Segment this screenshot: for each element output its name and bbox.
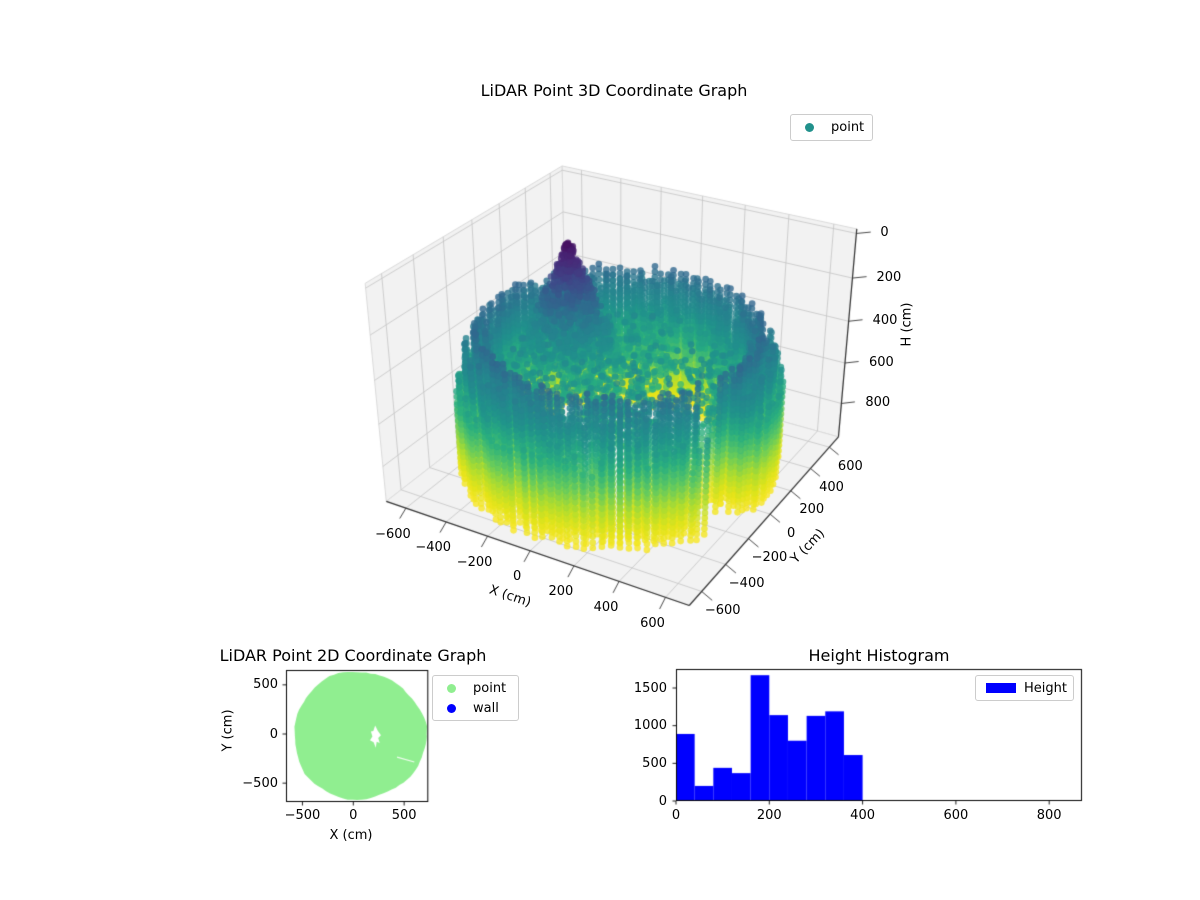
plot3d-x-tick-label: 0 — [513, 569, 522, 585]
histogram-legend: Height — [975, 675, 1074, 701]
plot2d-x-tick-label: 500 — [391, 807, 417, 823]
plot2d-x-tick-label: 0 — [349, 807, 358, 823]
plot3d-y-tick-label: 200 — [799, 502, 825, 518]
legend-label: Height — [1024, 680, 1067, 696]
plot3d-x-tick-label: 600 — [640, 615, 665, 631]
histogram-x-tick-label: 400 — [850, 807, 875, 823]
point-marker-icon — [805, 123, 814, 132]
plot3d-x-tick-label: −600 — [375, 526, 411, 542]
plot2d-xlabel: X (cm) — [329, 828, 373, 843]
plot3d-y-tick-label: −600 — [704, 602, 741, 618]
legend-item-point: point — [443, 678, 508, 698]
plot3d-z-tick-label: 200 — [876, 269, 902, 285]
histogram-y-tick-label: 500 — [642, 755, 667, 771]
plot3d-z-tick-label: 0 — [880, 224, 889, 240]
histogram-x-tick-label: 800 — [1036, 807, 1062, 823]
wall-marker-icon — [447, 703, 456, 713]
plot3d-z-tick-label: 800 — [865, 394, 891, 410]
height-swatch-icon — [986, 683, 1016, 693]
plot3d-y-tick-label: 400 — [819, 479, 844, 495]
plot2d-y-tick-label: −500 — [242, 775, 278, 791]
plot3d-x-tick-label: 400 — [593, 599, 619, 615]
histogram-x-tick-label: 200 — [756, 807, 782, 823]
histogram-y-tick-label: 1000 — [633, 718, 667, 734]
plot2d-x-tick-label: −500 — [284, 807, 321, 823]
plot3d-y-tick-label: 600 — [837, 458, 863, 474]
legend-item-height: Height — [986, 678, 1067, 698]
legend-item-point: point — [801, 117, 865, 138]
plot3d-title: LiDAR Point 3D Coordinate Graph — [480, 81, 748, 100]
plot3d-z-tick-label: 600 — [868, 354, 894, 370]
plot3d-y-tick-label: −400 — [728, 575, 765, 591]
plot3d-canvas — [290, 130, 970, 650]
plot3d-legend: point — [790, 114, 873, 141]
histogram-y-tick-label: 1500 — [633, 680, 667, 696]
legend-label: point — [473, 680, 507, 696]
histogram-x-tick-label: 600 — [943, 807, 969, 823]
plot3d-x-tick-label: −400 — [415, 540, 452, 556]
legend-label: wall — [473, 700, 499, 716]
histogram-y-tick-label: 0 — [658, 793, 667, 809]
plot3d-y-tick-label: −200 — [751, 550, 788, 566]
plot3d-x-tick-label: −200 — [456, 554, 493, 570]
plot2d-y-tick-label: 500 — [253, 677, 278, 693]
plot3d-y-tick-label: 0 — [786, 525, 796, 541]
legend-item-wall: wall — [443, 698, 508, 718]
point-marker-icon — [447, 683, 456, 693]
plot2d-legend: point wall — [432, 675, 519, 721]
plot3d-z-tick-label: 400 — [872, 312, 898, 328]
plot2d-canvas — [275, 660, 440, 810]
legend-label: point — [831, 120, 865, 135]
histogram-x-tick-label: 0 — [671, 807, 681, 823]
plot3d-x-tick-label: 200 — [548, 584, 574, 600]
plot2d-y-tick-label: 0 — [269, 726, 278, 742]
